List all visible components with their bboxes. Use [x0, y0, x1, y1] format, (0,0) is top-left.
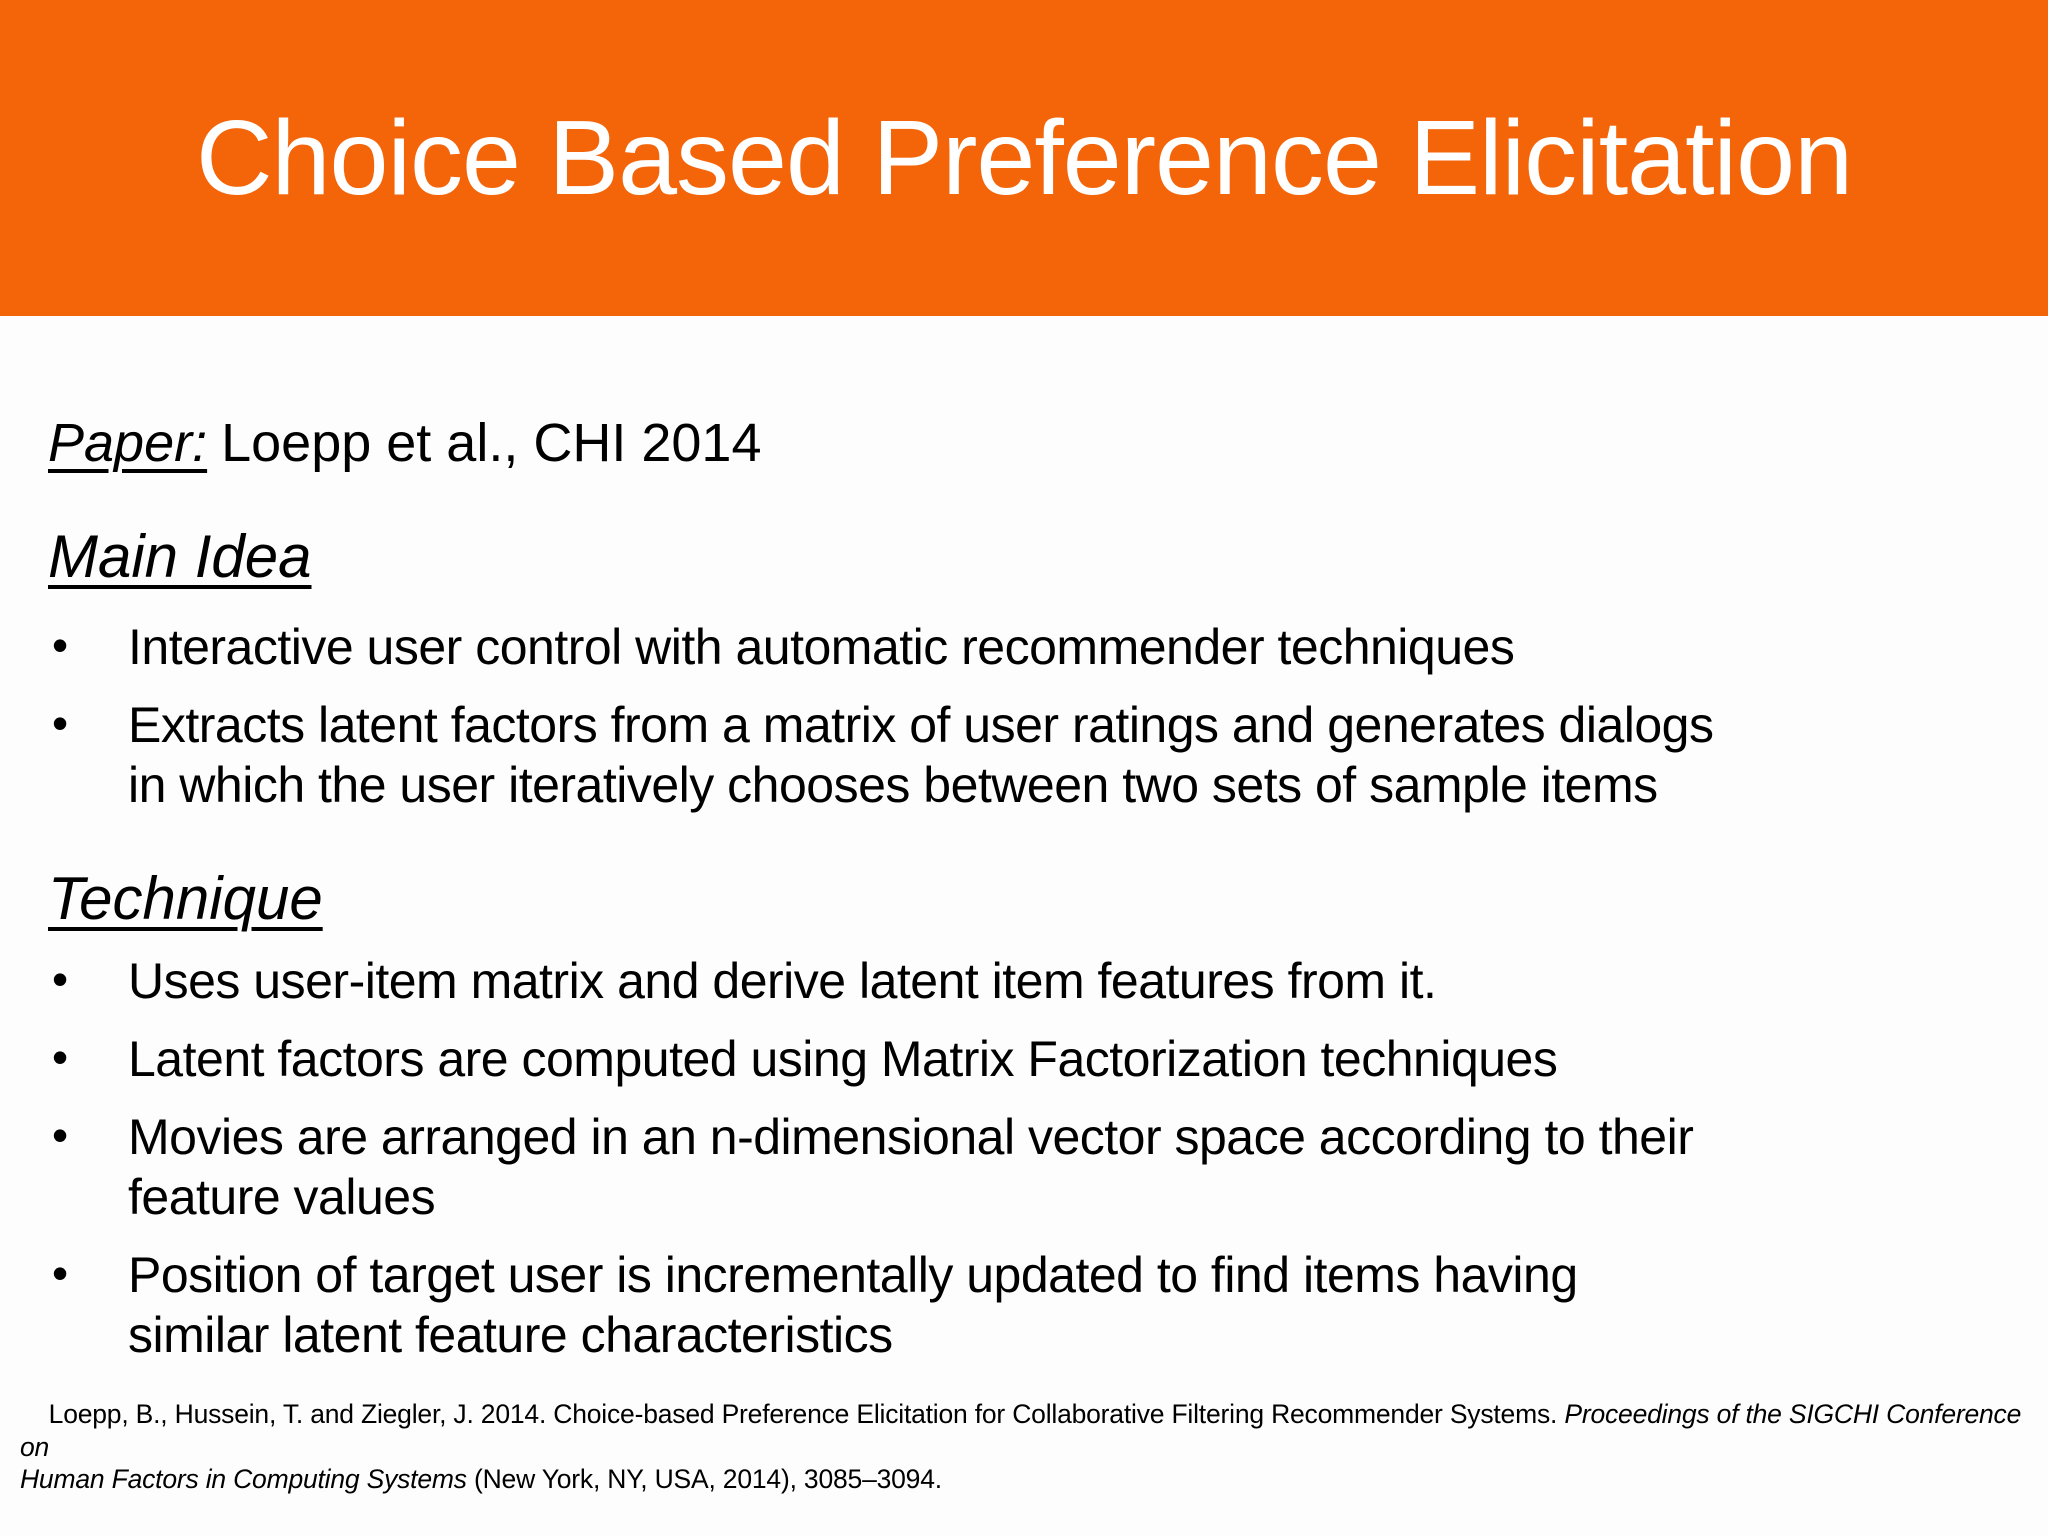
bullet-text: Latent factors are computed using Matrix… [128, 1031, 1558, 1087]
paper-value: Loepp et al., CHI 2014 [221, 413, 762, 473]
section-heading-main-idea: Main Idea [48, 523, 312, 590]
technique-list: • Uses user-item matrix and derive laten… [48, 951, 2028, 1365]
citation-text-start: Loepp, B., Hussein, T. and Ziegler, J. 2… [48, 1399, 1565, 1429]
list-item: • Extracts latent factors from a matrix … [48, 695, 2028, 815]
citation-text-end: (New York, NY, USA, 2014), 3085–3094. [466, 1464, 942, 1494]
section-heading-technique: Technique [48, 865, 323, 932]
bullet-icon: • [52, 953, 68, 1005]
list-item: • Interactive user control with automati… [48, 617, 2028, 677]
bullet-text: Extracts latent factors from a matrix of… [128, 697, 1714, 813]
bullet-icon: • [52, 697, 68, 749]
list-item: • Uses user-item matrix and derive laten… [48, 951, 2028, 1011]
bullet-icon: • [52, 1109, 68, 1161]
bullet-text: Position of target user is incrementally… [128, 1247, 1578, 1363]
list-item: • Position of target user is incremental… [48, 1245, 2028, 1365]
slide-title: Choice Based Preference Elicitation [195, 98, 1853, 217]
bullet-text: Interactive user control with automatic … [128, 619, 1515, 675]
slide-body: Paper: Loepp et al., CHI 2014 Main Idea •… [48, 316, 2028, 1365]
list-item: • Latent factors are computed using Matr… [48, 1029, 2028, 1089]
bullet-text: Movies are arranged in an n-dimensional … [128, 1109, 1694, 1225]
paper-line: Paper: Loepp et al., CHI 2014 [48, 411, 2028, 475]
bullet-icon: • [52, 1031, 68, 1083]
list-item: • Movies are arranged in an n-dimensiona… [48, 1107, 2028, 1227]
bullet-icon: • [52, 619, 68, 671]
main-idea-list: • Interactive user control with automati… [48, 617, 2028, 815]
bullet-text: Uses user-item matrix and derive latent … [128, 953, 1437, 1009]
title-banner: Choice Based Preference Elicitation [0, 0, 2048, 316]
paper-label: Paper: [48, 413, 208, 473]
bullet-icon: • [52, 1247, 68, 1299]
citation-italic-title: Proceedings of the SIGCHI Conference on … [20, 1399, 2022, 1494]
citation: Loepp, B., Hussein, T. and Ziegler, J. 2… [20, 1366, 2030, 1529]
